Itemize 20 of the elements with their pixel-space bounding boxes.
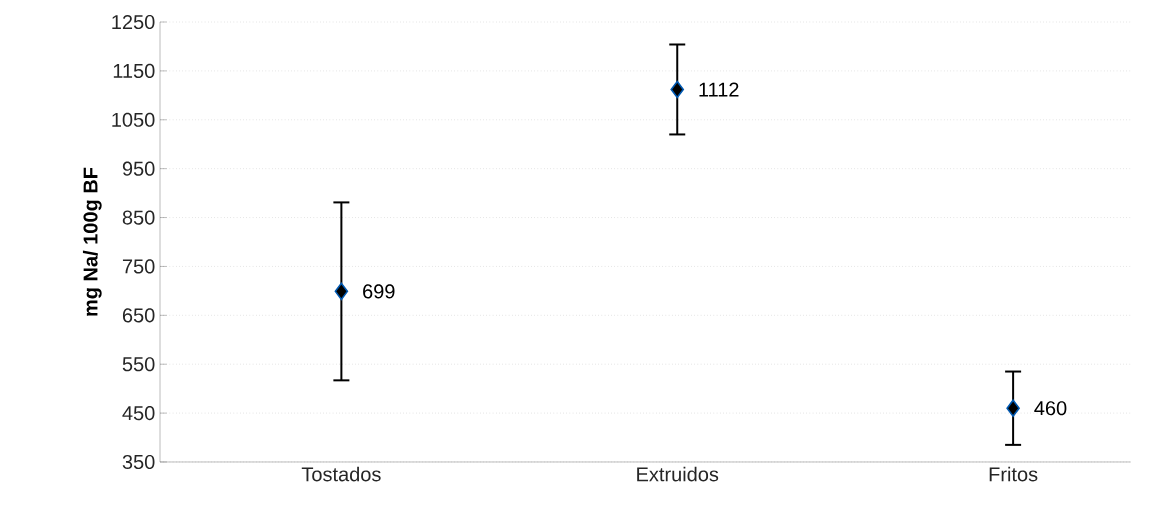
y-tick-label: 350 <box>122 454 155 470</box>
point <box>670 80 685 99</box>
data-label: 460 <box>1034 401 1067 416</box>
y-tick-label: 950 <box>122 161 155 176</box>
y-tick-label: 850 <box>122 210 155 225</box>
y-tick-label: 450 <box>122 406 155 421</box>
point <box>1006 399 1020 418</box>
y-tick-label: 750 <box>122 259 155 274</box>
y-axis-title: mg Na/ 100g BF <box>82 167 102 316</box>
y-tick-label: 1250 <box>112 14 155 30</box>
y-tick-label: 650 <box>122 308 155 323</box>
y-tick-label: 550 <box>122 357 155 372</box>
y-tick-label: 1050 <box>112 112 155 127</box>
x-tick-label: Extruidos <box>637 466 719 482</box>
x-tick-label: Fritos <box>989 466 1038 482</box>
data-label: 699 <box>363 284 395 299</box>
y-tick-label: 1150 <box>113 63 155 78</box>
x-tick-label: Tostados <box>301 466 381 482</box>
data-label: 1112 <box>699 82 739 97</box>
point <box>334 282 349 301</box>
